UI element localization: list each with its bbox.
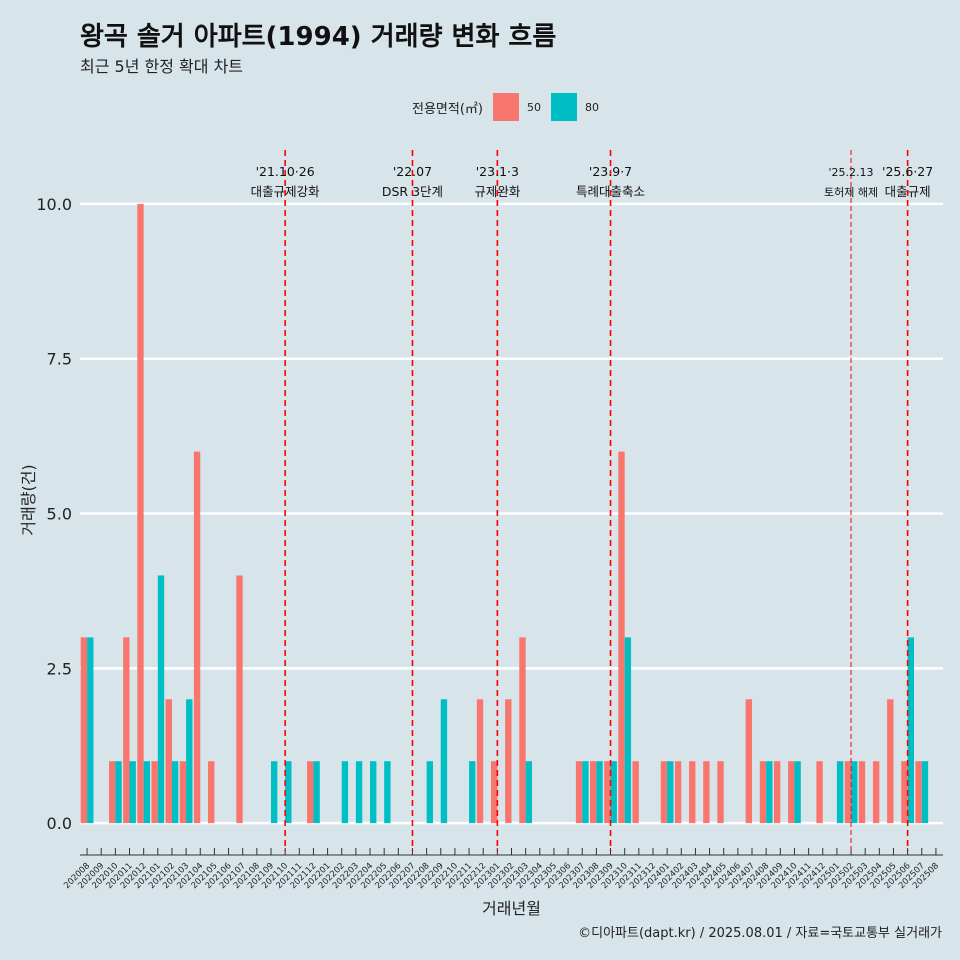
y-tick-label: 2.5: [47, 659, 72, 678]
event-label: 대출규제: [885, 184, 931, 199]
bar-50-202402: [674, 761, 682, 824]
bar-50-202503: [858, 761, 866, 824]
bar-50-202410: [788, 761, 795, 824]
bar-80-202307: [582, 761, 589, 824]
y-tick-label: 5.0: [47, 505, 72, 524]
bar-50-202301: [490, 761, 498, 824]
bar-80-202205: [384, 761, 391, 824]
y-axis-title: 거래량(건): [19, 464, 38, 535]
bar-50-202405: [717, 761, 724, 824]
bar-50-202401: [660, 761, 668, 824]
bar-50-202101: [151, 761, 158, 824]
bar-50-202404: [703, 761, 710, 824]
bar-80-202502: [851, 761, 858, 824]
event-label: 대출규제강화: [251, 184, 321, 199]
legend-title: 전용면적(㎡): [412, 101, 483, 117]
bar-80-202008: [87, 637, 94, 824]
bar-50-202012: [137, 203, 144, 824]
source-credit: ©디아파트(dapt.kr) / 2025.08.01 / 자료=국토교통부 실…: [578, 926, 942, 941]
y-tick-label: 7.5: [47, 350, 72, 369]
bar-50-202506: [901, 761, 908, 824]
bar-50-202308: [590, 761, 597, 824]
bar-50-202112: [307, 761, 314, 824]
y-tick-label: 10.0: [36, 195, 72, 214]
bar-80-202310: [624, 637, 632, 824]
bar-50-202505: [887, 699, 894, 824]
chart-title: 왕곡 솔거 아파트(1994) 거래량 변화 흐름: [80, 22, 557, 52]
bar-50-202507: [915, 761, 922, 824]
bar-80-202211: [469, 761, 476, 824]
event-date-label: '23.9·7: [589, 164, 632, 179]
event-date-label: '21.10·26: [256, 164, 315, 179]
legend-label-80: 80: [584, 100, 599, 114]
bar-50-202407: [745, 699, 753, 824]
event-date-label: '25.2.13: [829, 166, 874, 179]
bar-50-202311: [632, 761, 639, 824]
bar-80-202209: [440, 699, 448, 824]
bar-50-202103: [179, 761, 187, 824]
bar-50-202104: [193, 451, 201, 824]
bar-80-202011: [129, 761, 136, 824]
bar-80-202309: [610, 761, 617, 824]
bar-80-202012: [143, 761, 151, 824]
bar-50-202309: [604, 761, 611, 824]
bar-80-202203: [355, 761, 363, 824]
bar-50-202107: [236, 575, 243, 824]
bar-50-202310: [618, 451, 625, 824]
bar-50-202504: [872, 761, 880, 824]
event-date-label: '22.07: [393, 164, 432, 179]
legend: 전용면적(㎡) 50 80: [412, 92, 609, 122]
bar-80-202204: [370, 761, 377, 824]
legend-swatch-80: [550, 93, 577, 121]
bar-80-202208: [426, 761, 433, 824]
bar-50-202408: [759, 761, 767, 824]
chart-subtitle: 최근 5년 한정 확대 차트: [80, 57, 244, 76]
bar-50-202010: [109, 761, 116, 824]
bar-50-202102: [165, 699, 172, 824]
event-date-label: '25.6·27: [882, 164, 933, 179]
event-label: 토허제 해제: [824, 185, 878, 199]
y-tick-label: 0.0: [47, 814, 72, 833]
bar-50-202412: [816, 761, 823, 824]
bar-80-202308: [596, 761, 603, 824]
event-date-label: '23.1·3: [476, 164, 519, 179]
bar-80-202103: [186, 699, 193, 824]
bar-80-202102: [171, 761, 179, 824]
bar-80-202010: [115, 761, 122, 824]
event-label: 특례대출축소: [576, 184, 645, 199]
x-axis-title: 거래년월: [482, 899, 541, 918]
bar-80-202401: [667, 761, 674, 824]
bar-50-202409: [773, 761, 781, 824]
legend-swatch-50: [492, 93, 519, 121]
bar-50-202502: [844, 761, 852, 824]
bar-50-202105: [208, 761, 215, 824]
bar-80-202101: [157, 575, 165, 824]
bar-50-202303: [519, 637, 526, 824]
bar-80-202202: [341, 761, 349, 824]
bar-50-202011: [123, 637, 130, 824]
bar-50-202403: [689, 761, 696, 824]
bar-80-202501: [836, 761, 844, 824]
bar-80-202408: [766, 761, 773, 824]
legend-label-50: 50: [526, 100, 541, 114]
bar-80-202506: [907, 637, 914, 824]
bar-50-202212: [476, 699, 484, 824]
bar-80-202109: [270, 761, 278, 824]
bar-50-202302: [505, 699, 512, 824]
bar-80-202410: [794, 761, 801, 824]
bar-80-202303: [525, 761, 533, 824]
bar-80-202112: [313, 761, 320, 824]
bar-50-202307: [575, 761, 583, 824]
bar-80-202507: [921, 761, 929, 824]
event-label: 규제완화: [474, 184, 521, 199]
bar-80-202110: [285, 761, 292, 824]
bar-50-202008: [80, 637, 88, 824]
event-label: DSR 3단계: [382, 184, 443, 199]
